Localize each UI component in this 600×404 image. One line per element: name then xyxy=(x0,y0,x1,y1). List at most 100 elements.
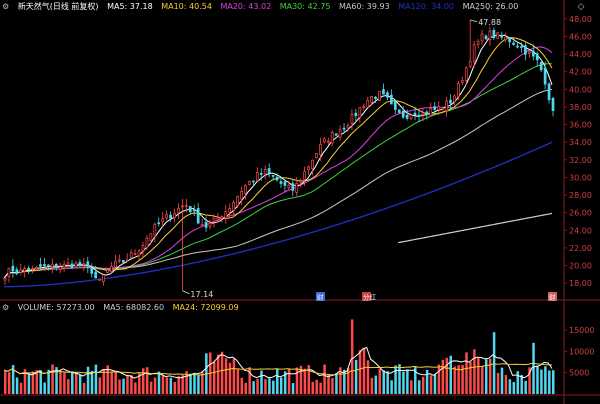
candle-body xyxy=(212,217,216,222)
volume-bar xyxy=(488,358,492,394)
candle-body xyxy=(3,277,7,281)
scroll-dot xyxy=(487,9,489,11)
candle-body xyxy=(228,208,232,213)
candle-body xyxy=(464,67,468,81)
ma10-label: MA10: 40.54 xyxy=(161,2,212,11)
volume-bar xyxy=(39,370,42,394)
candle-body xyxy=(504,37,508,40)
volume-bar xyxy=(386,371,389,394)
candle-body xyxy=(433,106,437,110)
candle-body xyxy=(153,223,157,237)
volume-bar xyxy=(78,374,82,394)
candle-body xyxy=(488,30,492,41)
volume-bar xyxy=(323,364,326,394)
volume-ma5-label: MA5: 68082.60 xyxy=(103,303,165,312)
volume-bar xyxy=(528,367,531,394)
low-annotation: 17.14 xyxy=(190,290,213,299)
candle-body xyxy=(19,269,23,273)
candle-body xyxy=(255,172,259,182)
volume-bar xyxy=(406,369,409,394)
volume-bar xyxy=(425,369,429,394)
volume-bar xyxy=(437,364,441,394)
candle-body xyxy=(468,61,472,67)
candle-body xyxy=(413,112,417,116)
candle-body xyxy=(23,268,27,272)
volume-bar xyxy=(339,367,342,394)
candle-body xyxy=(169,214,172,219)
candle-body xyxy=(512,42,515,45)
candle-body xyxy=(397,109,401,113)
volume-bar xyxy=(410,380,413,394)
candle-body xyxy=(54,263,58,269)
volume-bar xyxy=(268,378,271,394)
candle-body xyxy=(133,253,137,255)
volume-bar xyxy=(157,371,161,394)
volume-bar xyxy=(165,377,169,394)
candle-body xyxy=(275,176,279,181)
candle-body xyxy=(232,202,236,211)
volume-bar xyxy=(532,342,535,394)
candle-body xyxy=(405,114,409,119)
volume-bar xyxy=(185,371,188,394)
volume-bar xyxy=(481,365,484,394)
volume-bar xyxy=(319,382,322,394)
candle-body xyxy=(453,95,456,102)
volume-bar xyxy=(252,381,255,394)
candle-body xyxy=(326,140,330,143)
candle-body xyxy=(445,100,448,112)
volume-bar xyxy=(86,366,90,394)
volume-bar xyxy=(94,364,98,394)
volume-bar xyxy=(149,381,153,394)
volume-bar xyxy=(7,372,11,394)
candle-body xyxy=(244,185,247,194)
candle-body xyxy=(279,181,283,184)
candle-body xyxy=(58,266,62,270)
candle-body xyxy=(137,250,141,256)
volume-tick-label: 5000 xyxy=(569,369,589,378)
candle-body xyxy=(350,113,354,124)
volume-bar xyxy=(445,357,449,394)
candle-body xyxy=(7,267,11,277)
candle-body xyxy=(94,271,98,279)
candle-body xyxy=(311,159,314,169)
volume-bar xyxy=(35,370,39,394)
volume-bar xyxy=(291,383,295,394)
volume-bar xyxy=(55,367,58,394)
candle-body xyxy=(315,152,318,159)
volume-settings-icon[interactable]: ⚙ xyxy=(2,303,10,312)
candle-body xyxy=(192,209,196,212)
candle-body xyxy=(342,127,346,130)
candle-body xyxy=(354,112,358,117)
candle-body xyxy=(110,266,113,272)
candle-body xyxy=(319,144,322,155)
volume-bar xyxy=(362,347,366,394)
candle-body xyxy=(508,37,511,43)
candle-body xyxy=(492,29,496,39)
ma5-label: MA5: 37.18 xyxy=(107,2,153,11)
settings-icon[interactable]: ⚙ xyxy=(2,2,10,11)
collapse-icon[interactable]: ◇ xyxy=(577,2,585,12)
candle-body xyxy=(429,108,433,116)
volume-bar xyxy=(311,381,315,394)
volume-bar xyxy=(260,370,263,394)
candle-body xyxy=(307,166,310,171)
volume-bar xyxy=(201,371,204,394)
volume-legend: ⚙ VOLUME: 57273.00 MA5: 68082.60 MA24: 7… xyxy=(2,302,245,313)
volume-bar xyxy=(417,380,421,394)
low-annotation-pointer xyxy=(182,290,190,295)
scroll-dot xyxy=(477,9,479,11)
volume-bar xyxy=(414,366,417,394)
candle-body xyxy=(181,205,184,208)
candle-body xyxy=(196,208,200,224)
volume-bar xyxy=(504,375,508,394)
volume-bar xyxy=(173,381,177,394)
volume-bar xyxy=(212,361,216,394)
candle-body xyxy=(62,263,66,268)
candle-body xyxy=(449,99,452,104)
ma250-label: MA250: 26.00 xyxy=(462,2,519,11)
candle-body xyxy=(382,89,385,95)
volume-bar xyxy=(193,372,196,394)
candle-body xyxy=(291,183,295,191)
volume-bar xyxy=(145,367,149,394)
